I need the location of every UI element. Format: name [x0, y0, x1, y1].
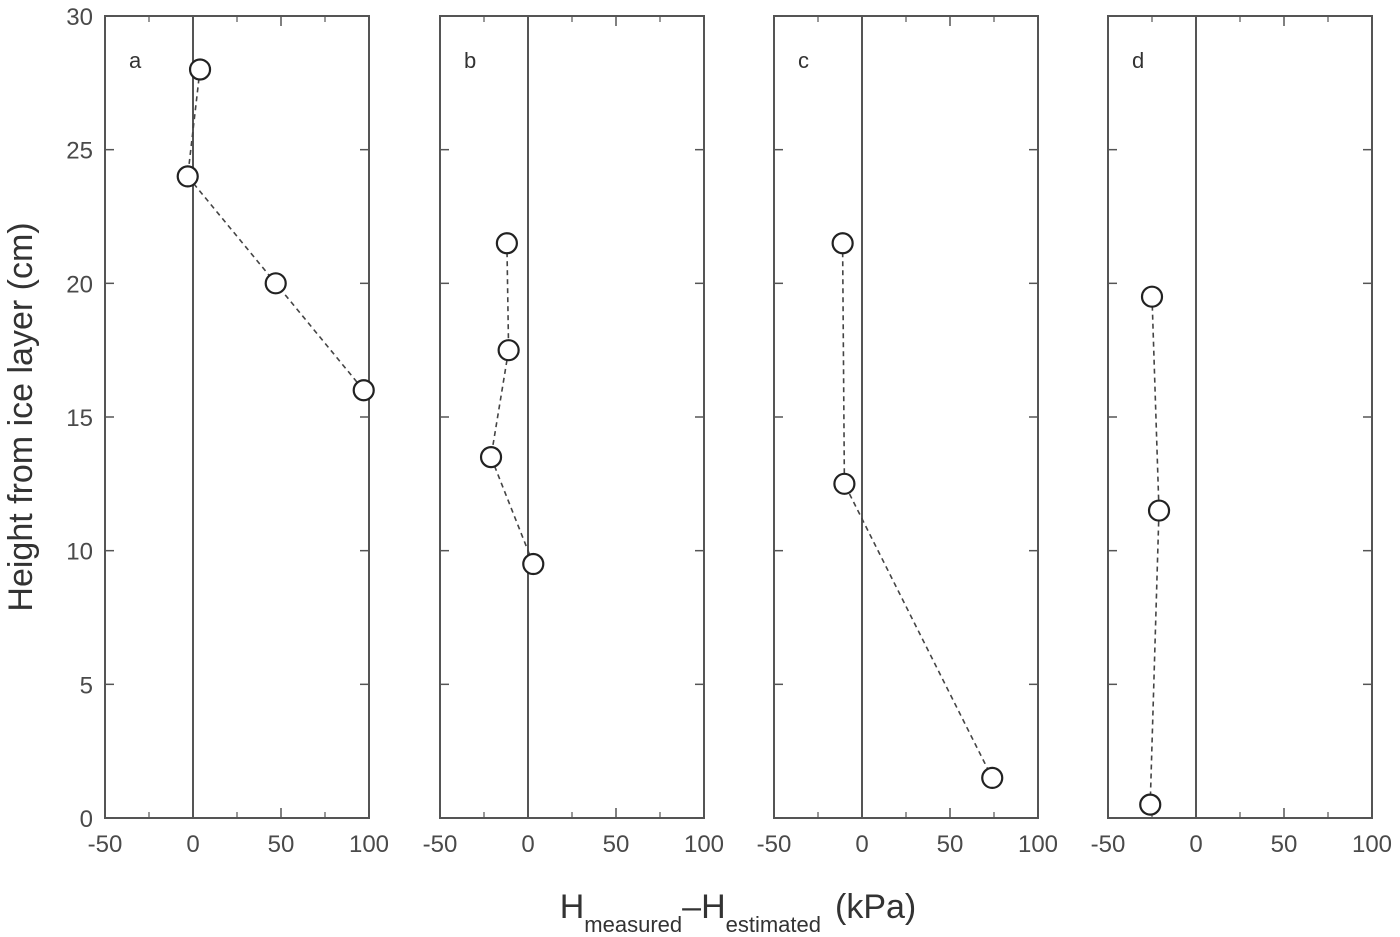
data-point	[1140, 285, 1164, 308]
series-connector-line	[490, 243, 535, 565]
x-tick-label: 100	[1018, 831, 1058, 858]
panel-a: -50 0 50 100 a	[88, 15, 389, 858]
panel-label: c	[798, 48, 809, 73]
data-point	[1147, 499, 1171, 522]
y-tick-label: 25	[66, 138, 93, 165]
x-tick-label: 50	[268, 831, 295, 858]
x-tick-label: 0	[855, 831, 868, 858]
x-tick-label: -50	[88, 831, 123, 858]
x-axis-title: Hmeasured–Hestimated (kPa)	[560, 888, 917, 937]
data-point	[833, 472, 856, 495]
x-axis-title-sub-1: measured	[584, 912, 682, 937]
data-point	[522, 552, 545, 576]
panel-label: a	[129, 48, 142, 73]
panel-frame	[104, 15, 370, 819]
panel-b: -50 0 50 100 b	[423, 15, 724, 858]
data-point	[176, 165, 199, 188]
x-axis-title-unit: (kPa)	[835, 888, 916, 926]
data-point	[495, 232, 518, 255]
x-axis-title-sub-2: estimated	[726, 912, 821, 937]
panel-frame	[439, 15, 705, 819]
x-tick-label: 100	[349, 831, 389, 858]
panel-label: d	[1132, 48, 1144, 73]
panel-frame	[773, 15, 1039, 819]
panels-group: -50 0 50 100 a -50 0 50 100 b -50 0 50 100 c -50 0 50 100 d	[88, 15, 1392, 858]
x-axis-title-main-2: H	[701, 888, 726, 926]
panel-frame	[1107, 15, 1373, 819]
x-tick-label: -50	[757, 831, 792, 858]
y-tick-label: 0	[80, 806, 93, 833]
panel-c: -50 0 50 100 c	[757, 15, 1058, 858]
data-point	[264, 272, 287, 295]
x-tick-label: 50	[937, 831, 964, 858]
y-axis-title: Height from ice layer (cm)	[2, 222, 40, 611]
panel-label: b	[464, 48, 476, 73]
series-connector-line	[186, 69, 365, 391]
x-tick-label: 100	[1352, 831, 1392, 858]
y-tick-label: 10	[66, 539, 93, 566]
series-connector-line	[841, 243, 993, 779]
data-point	[831, 232, 854, 255]
data-point	[981, 766, 1004, 790]
x-tick-label: -50	[1091, 831, 1126, 858]
x-axis-title-separator: –	[682, 888, 701, 926]
x-tick-label: 50	[1271, 831, 1298, 858]
y-tick-label: 30	[66, 4, 93, 31]
data-point	[352, 379, 375, 402]
x-tick-label: -50	[423, 831, 458, 858]
x-tick-label: 0	[1189, 831, 1202, 858]
data-point	[1139, 793, 1162, 816]
x-tick-label: 50	[603, 831, 630, 858]
data-point	[479, 446, 503, 469]
panel-d: -50 0 50 100 d	[1091, 15, 1392, 858]
y-tick-label: 15	[66, 405, 93, 432]
x-tick-label: 0	[521, 831, 534, 858]
x-axis-title-main-1: H	[560, 888, 585, 926]
series-connector-line	[1149, 296, 1160, 805]
x-tick-label: 100	[684, 831, 724, 858]
y-tick-labels: 0 5 10 15 20 25 30	[66, 4, 93, 833]
y-tick-label: 20	[66, 271, 93, 298]
x-tick-label: 0	[186, 831, 199, 858]
y-tick-label: 5	[80, 672, 93, 699]
data-point	[497, 339, 520, 362]
data-point	[188, 58, 212, 81]
